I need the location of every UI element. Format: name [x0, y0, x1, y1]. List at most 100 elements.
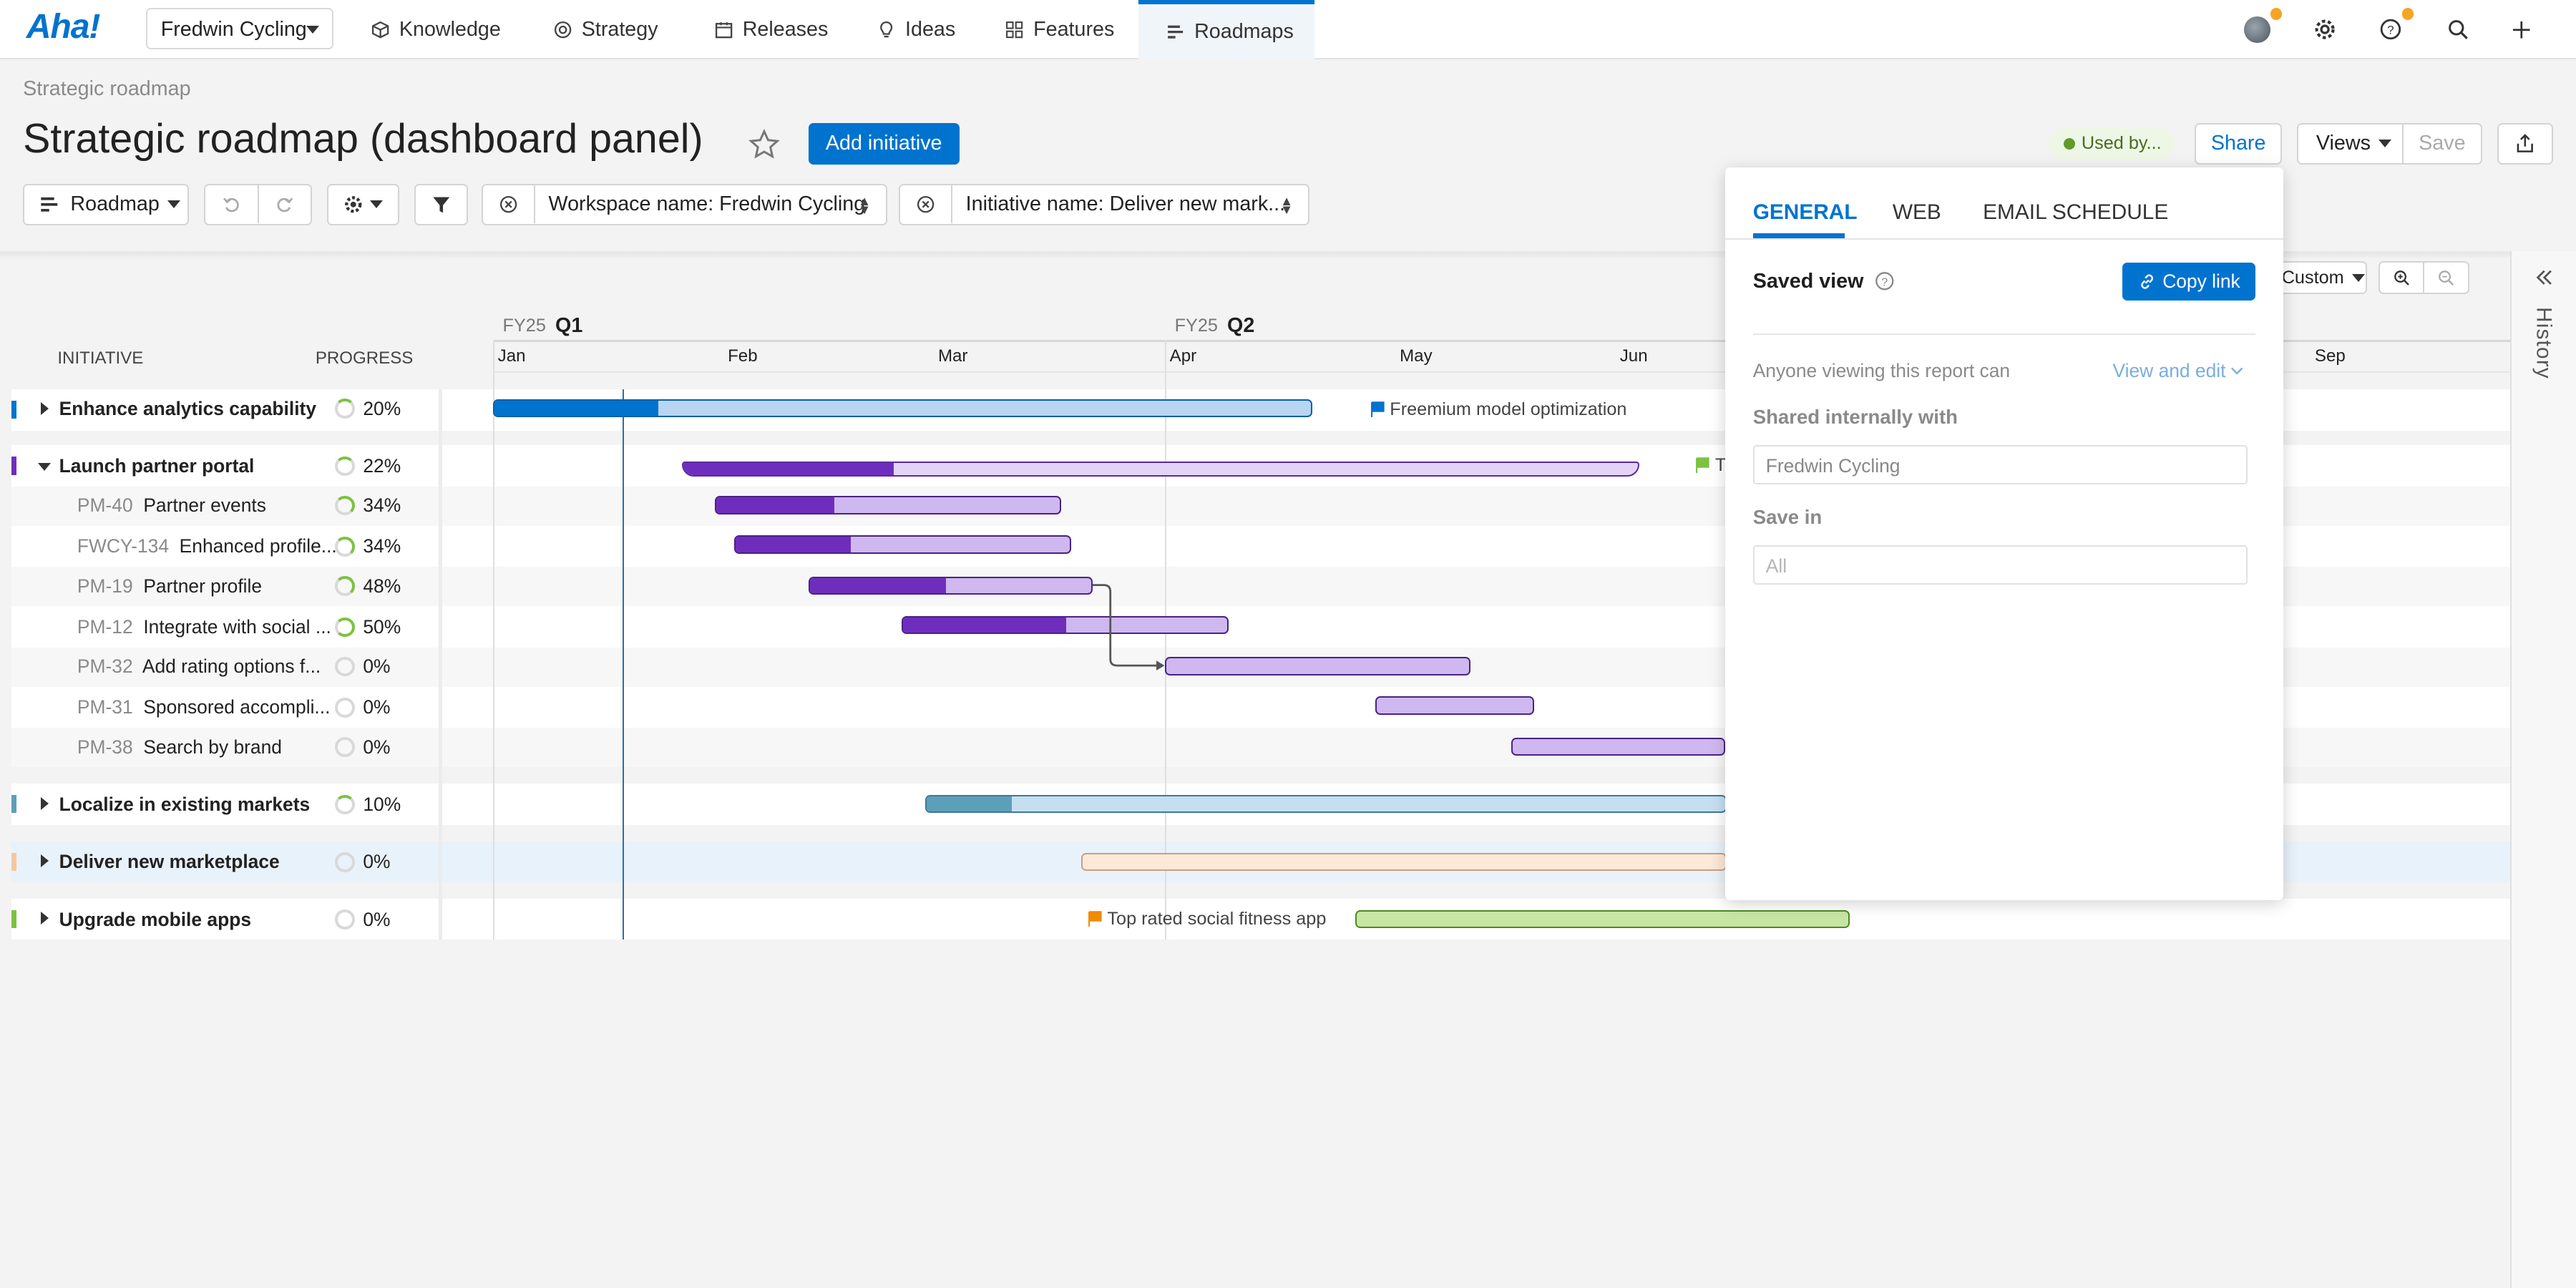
expand-caret-icon[interactable]	[41, 912, 49, 925]
search-button[interactable]	[2441, 13, 2474, 46]
undo-button[interactable]	[205, 185, 259, 224]
progress-column-header[interactable]: PROGRESS	[315, 348, 414, 368]
nav-roadmaps[interactable]: Roadmaps	[1138, 0, 1314, 59]
initiative-name[interactable]: Upgrade mobile apps	[59, 908, 251, 930]
initiative-bar[interactable]	[681, 462, 1640, 477]
redo-button[interactable]	[259, 185, 311, 223]
expand-caret-icon[interactable]	[41, 854, 49, 867]
initiative-row[interactable]	[11, 898, 2511, 940]
settings-dropdown[interactable]	[326, 184, 399, 225]
feature-bar[interactable]	[1511, 737, 1725, 756]
settings-button[interactable]	[2308, 13, 2341, 46]
feature-label[interactable]: PM-31 Sponsored accompli...	[77, 696, 331, 718]
feature-bar[interactable]	[714, 496, 1062, 514]
feature-label[interactable]: PM-32 Add rating options f...	[77, 655, 321, 678]
milestone[interactable]: T	[1695, 455, 1726, 476]
undo-icon	[223, 197, 239, 213]
shared-with-label: Shared internally with	[1752, 406, 1958, 429]
nav-features[interactable]: Features	[1005, 0, 1114, 59]
add-initiative-button[interactable]: Add initiative	[808, 123, 960, 165]
initiative-column-header[interactable]: INITIATIVE	[57, 348, 144, 368]
initiative-filter-label: Initiative name: Deliver new mark...	[965, 192, 1286, 216]
nav-roadmaps-label: Roadmaps	[1194, 19, 1294, 43]
double-chevron-left-icon[interactable]	[2534, 268, 2555, 288]
feature-label[interactable]: PM-19 Partner profile	[77, 575, 262, 597]
feature-bar[interactable]	[1375, 696, 1535, 715]
nav-strategy-label: Strategy	[581, 17, 658, 41]
initiative-bar[interactable]	[1080, 852, 1727, 871]
aha-logo[interactable]: Aha!	[26, 7, 101, 47]
feature-label[interactable]: PM-12 Integrate with social ...	[77, 616, 331, 638]
feature-bar[interactable]	[808, 576, 1093, 595]
expand-caret-icon[interactable]	[41, 796, 49, 810]
initiative-name[interactable]: Enhance analytics capability	[59, 397, 316, 419]
expand-caret-icon[interactable]	[41, 402, 49, 416]
progress-cell: 48%	[335, 575, 401, 597]
save-button[interactable]: Save	[2401, 123, 2483, 165]
share-button[interactable]: Share	[2195, 123, 2282, 165]
feature-label[interactable]: FWCY-134 Enhanced profile...	[77, 535, 337, 557]
views-button[interactable]: Views	[2296, 123, 2404, 165]
progress-ring-icon	[335, 656, 355, 677]
feature-bar[interactable]	[1164, 657, 1470, 675]
bar-progress-fill	[683, 463, 894, 475]
sort-icon: ▲ ▼	[1279, 193, 1294, 217]
bar-progress-fill	[809, 577, 947, 594]
tab-email-schedule[interactable]: EMAIL SCHEDULE	[1983, 200, 2169, 225]
roadmap-icon	[41, 197, 58, 212]
feature-name: Partner profile	[143, 575, 263, 597]
feature-bar[interactable]	[734, 535, 1071, 554]
help-button[interactable]: ?	[2374, 13, 2407, 46]
filter-button[interactable]	[414, 184, 469, 225]
month-label: Mar	[937, 346, 968, 366]
roadmap-type-dropdown[interactable]: Roadmap	[23, 184, 190, 225]
user-avatar[interactable]	[2241, 13, 2274, 46]
nav-releases[interactable]: Releases	[715, 0, 828, 59]
nav-ideas-label: Ideas	[905, 17, 956, 41]
feature-label[interactable]: PM-38 Search by brand	[77, 736, 282, 758]
link-icon	[2140, 274, 2153, 289]
feature-label[interactable]: PM-40 Partner events	[77, 494, 266, 517]
workspace-filter[interactable]: Workspace name: Fredwin Cycling ▲ ▼	[481, 184, 887, 225]
initiative-bar[interactable]	[924, 795, 1727, 814]
milestone[interactable]: Freemium model optimization	[1370, 399, 1627, 420]
star-icon[interactable]	[748, 128, 781, 161]
initiative-bar[interactable]	[1355, 909, 1850, 929]
milestone[interactable]: Top rated social fitness app	[1088, 909, 1326, 930]
milestone-label: Freemium model optimization	[1390, 399, 1627, 419]
q2-label: Q2	[1227, 313, 1255, 337]
history-sidebar[interactable]: History	[2510, 251, 2576, 1288]
initiative-name[interactable]: Launch partner portal	[59, 454, 255, 477]
tab-web[interactable]: WEB	[1892, 200, 1941, 225]
clear-filter-button[interactable]	[900, 185, 953, 224]
zoom-label: Custom	[2281, 267, 2344, 288]
shared-with-field[interactable]: Fredwin Cycling	[1752, 445, 2248, 485]
initiative-filter[interactable]: Initiative name: Deliver new mark... ▲ ▼	[898, 184, 1309, 225]
save-in-field[interactable]: All	[1752, 545, 2248, 585]
collapse-caret-icon[interactable]	[37, 463, 51, 471]
initiative-name[interactable]: Deliver new marketplace	[59, 851, 280, 873]
nav-knowledge[interactable]: Knowledge	[371, 0, 501, 59]
bar-progress-fill	[716, 497, 834, 513]
tab-general[interactable]: GENERAL	[1752, 200, 1858, 225]
help-icon[interactable]: ?	[1875, 271, 1895, 291]
zoom-in-button[interactable]	[2380, 263, 2425, 293]
export-button[interactable]	[2497, 123, 2553, 165]
initiative-name[interactable]: Localize in existing markets	[59, 793, 311, 815]
views-label: Views	[2316, 132, 2371, 155]
used-by-badge[interactable]: Used by...	[2048, 128, 2175, 160]
breadcrumb[interactable]: Strategic roadmap	[23, 77, 191, 100]
nav-ideas[interactable]: Ideas	[877, 0, 955, 59]
nav-strategy[interactable]: Strategy	[554, 0, 658, 59]
workspace-selector[interactable]: Fredwin Cycling	[146, 8, 334, 49]
permission-dropdown[interactable]: View and edit	[2113, 360, 2244, 382]
progress-cell: 10%	[335, 794, 401, 816]
copy-link-button[interactable]: Copy link	[2122, 263, 2256, 301]
zoom-out-button[interactable]	[2424, 263, 2467, 292]
feature-bar[interactable]	[902, 615, 1229, 635]
add-button[interactable]	[2505, 13, 2538, 46]
clear-filter-button[interactable]	[483, 185, 536, 224]
progress-cell: 0%	[335, 696, 391, 718]
initiative-bar[interactable]	[492, 399, 1313, 418]
grid-icon	[1006, 21, 1023, 38]
